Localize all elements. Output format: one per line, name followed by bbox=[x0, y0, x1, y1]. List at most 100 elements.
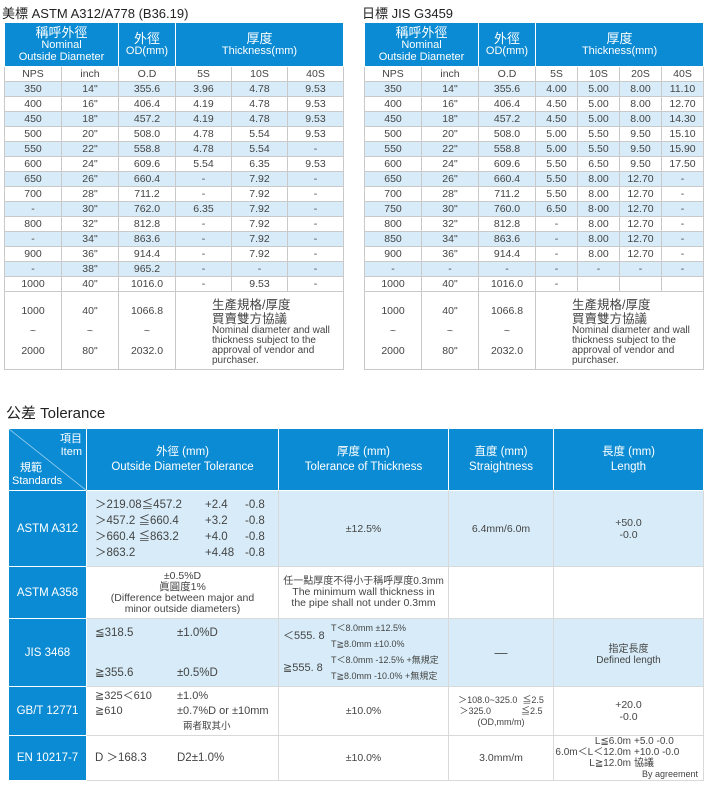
th-line: T≧8.0mm -10.0% +無規定 bbox=[331, 671, 438, 681]
table-cell: 9.53 bbox=[287, 126, 344, 142]
len-note: By agreement bbox=[641, 769, 698, 779]
sub-header-row: NPS inch O.D 5S 10S 40S bbox=[4, 66, 344, 82]
len-zh: 長度 (mm) bbox=[601, 445, 655, 458]
table-row: 900 36" 914.4-7.92- bbox=[4, 246, 344, 262]
table-cell: 355.6 bbox=[478, 81, 536, 97]
od-line: ±0.5%D bbox=[163, 569, 202, 582]
column-header: 10S bbox=[577, 66, 620, 82]
table-cell: 711.2 bbox=[478, 186, 536, 202]
length: +20.0 -0.0 bbox=[553, 686, 704, 736]
nominal-od-header: 稱呼外徑 Nominal Outside Diameter bbox=[4, 22, 119, 67]
table-cell: - bbox=[287, 261, 344, 277]
table-row: 550 22" 558.8 4.78 5.54- bbox=[4, 141, 344, 157]
od-line: 眞圓度1% bbox=[159, 580, 206, 593]
table-cell: 7.92 bbox=[231, 186, 288, 202]
row-gb-12771: GB/T 12771 ≧325＜610 ±1.0% ≧610 ±0.7%D or ±1… bbox=[8, 686, 704, 736]
table-cell: 550 bbox=[4, 141, 62, 157]
table-cell: 650 bbox=[4, 171, 62, 187]
table-cell: - bbox=[175, 216, 232, 232]
od-minus: -0.8 bbox=[245, 514, 265, 527]
sub-header-row: NPS inch O.D 5S 10S 20S 40S bbox=[364, 66, 705, 82]
table-cell: 9.50 bbox=[619, 156, 662, 172]
len-plus: +20.0 bbox=[615, 699, 642, 711]
od-plus: +4.48 bbox=[205, 546, 235, 559]
range-value: ~ bbox=[389, 324, 397, 337]
range-value: ~ bbox=[143, 324, 151, 337]
od-range: ＜555. 8 bbox=[283, 630, 325, 642]
nom-en: Nominal bbox=[41, 38, 82, 51]
th-line: T＜8.0mm ±12.5% bbox=[331, 623, 406, 633]
od-plus: +3.2 bbox=[205, 514, 228, 527]
nom-en: Outside Diameter bbox=[378, 50, 465, 63]
table-cell: 965.2 bbox=[118, 261, 176, 277]
od-header: 外徑 OD(mm) bbox=[118, 22, 176, 67]
st-line: (OD,mm/m) bbox=[477, 716, 525, 727]
range-value: ~ bbox=[503, 324, 511, 337]
table-cell: 5.50 bbox=[535, 171, 578, 187]
table-cell: - bbox=[175, 276, 232, 292]
table-cell: 8.00 bbox=[619, 81, 662, 97]
table-cell: 26" bbox=[61, 171, 119, 187]
table-cell: 711.2 bbox=[118, 186, 176, 202]
table-cell: 24" bbox=[421, 156, 479, 172]
range-inch: 40" ~80" bbox=[421, 291, 479, 370]
table-cell: 4.00 bbox=[535, 81, 578, 97]
straightness bbox=[448, 566, 554, 619]
range-value: 2000 bbox=[381, 344, 405, 357]
th-zh: 厚度 bbox=[606, 30, 633, 46]
column-header: NPS bbox=[4, 66, 62, 82]
od-range: ＞660.4 ≦863.2 bbox=[95, 530, 179, 543]
range-inch: 40" ~80" bbox=[61, 291, 119, 370]
nom-zh: 稱呼外徑 bbox=[35, 24, 88, 40]
table-cell: - bbox=[287, 276, 344, 292]
table-row: 600 24" 609.6 5.54 6.35 9.53 bbox=[4, 156, 344, 172]
st-en: Straightness bbox=[469, 460, 533, 473]
table-row: ------- bbox=[364, 261, 705, 277]
od-range: ＞863.2 bbox=[95, 546, 136, 559]
table-cell: 20" bbox=[61, 126, 119, 142]
table-cell: 762.0 bbox=[118, 201, 176, 217]
table-cell: 4.19 bbox=[175, 96, 232, 112]
table-cell: 558.8 bbox=[478, 141, 536, 157]
range-value: 40" bbox=[442, 304, 458, 317]
table-cell: 6.50 bbox=[535, 201, 578, 217]
range-value: 2032.0 bbox=[130, 344, 164, 357]
astm-spec-table: 稱呼外徑 Nominal Outside Diameter 外徑 OD(mm) 厚度 Thi… bbox=[4, 22, 344, 370]
table-cell: 660.4 bbox=[478, 171, 536, 187]
table-cell: 12.70 bbox=[619, 186, 662, 202]
table-cell: - bbox=[231, 261, 288, 277]
standard-name: EN 10217-7 bbox=[8, 735, 87, 781]
table-row: 900 36" 914.4-8.00 12.70- bbox=[364, 246, 705, 262]
thickness-tolerance: ±10.0% bbox=[278, 686, 449, 736]
th-en: Tolerance of Thickness bbox=[304, 460, 423, 473]
table-cell: 508.0 bbox=[118, 126, 176, 142]
st-line: ＞108.0~325.0 ≦2.5 bbox=[458, 694, 544, 705]
len-value: +10.0 -0.0 bbox=[634, 747, 680, 758]
range-value: 2032.0 bbox=[490, 344, 524, 357]
table-cell: 760.0 bbox=[478, 201, 536, 217]
table-cell: 4.78 bbox=[175, 126, 232, 142]
table-cell: 508.0 bbox=[478, 126, 536, 142]
thickness-header: 厚度 Thickness(mm) bbox=[175, 22, 344, 67]
table-cell: 8·00 bbox=[577, 201, 620, 217]
table-cell: - bbox=[287, 171, 344, 187]
range-value: 80" bbox=[442, 344, 458, 357]
od-range: ≧610 bbox=[95, 704, 123, 717]
table-cell: 9.53 bbox=[287, 111, 344, 127]
od-en: OD(mm) bbox=[485, 44, 529, 57]
table-cell: 14" bbox=[61, 81, 119, 97]
st-line: ＞325.0 ≦2.5 bbox=[459, 705, 543, 716]
table-cell: - bbox=[287, 216, 344, 232]
tolerance-title: 公差 Tolerance bbox=[6, 405, 106, 422]
table-cell: 400 bbox=[4, 96, 62, 112]
table-row: 450 18" 457.2 4.50 5.00 8.00 14.30 bbox=[364, 111, 705, 127]
table-cell: 450 bbox=[4, 111, 62, 127]
th-en: Thickness(mm) bbox=[581, 44, 658, 57]
table-cell: - bbox=[660, 246, 705, 262]
range-note: 生產規格/厚度 買賣雙方協議 Nominal diameter and wall t… bbox=[534, 291, 705, 370]
table-cell: 355.6 bbox=[118, 81, 176, 97]
straightness: ＞108.0~325.0 ≦2.5 ＞325.0 ≦2.5 (OD,mm/m) bbox=[448, 686, 554, 736]
th-line: T＜8.0mm -12.5% +無規定 bbox=[331, 655, 439, 665]
table-cell: 17.50 bbox=[660, 156, 705, 172]
od-range: ≧555. 8 bbox=[283, 662, 323, 674]
